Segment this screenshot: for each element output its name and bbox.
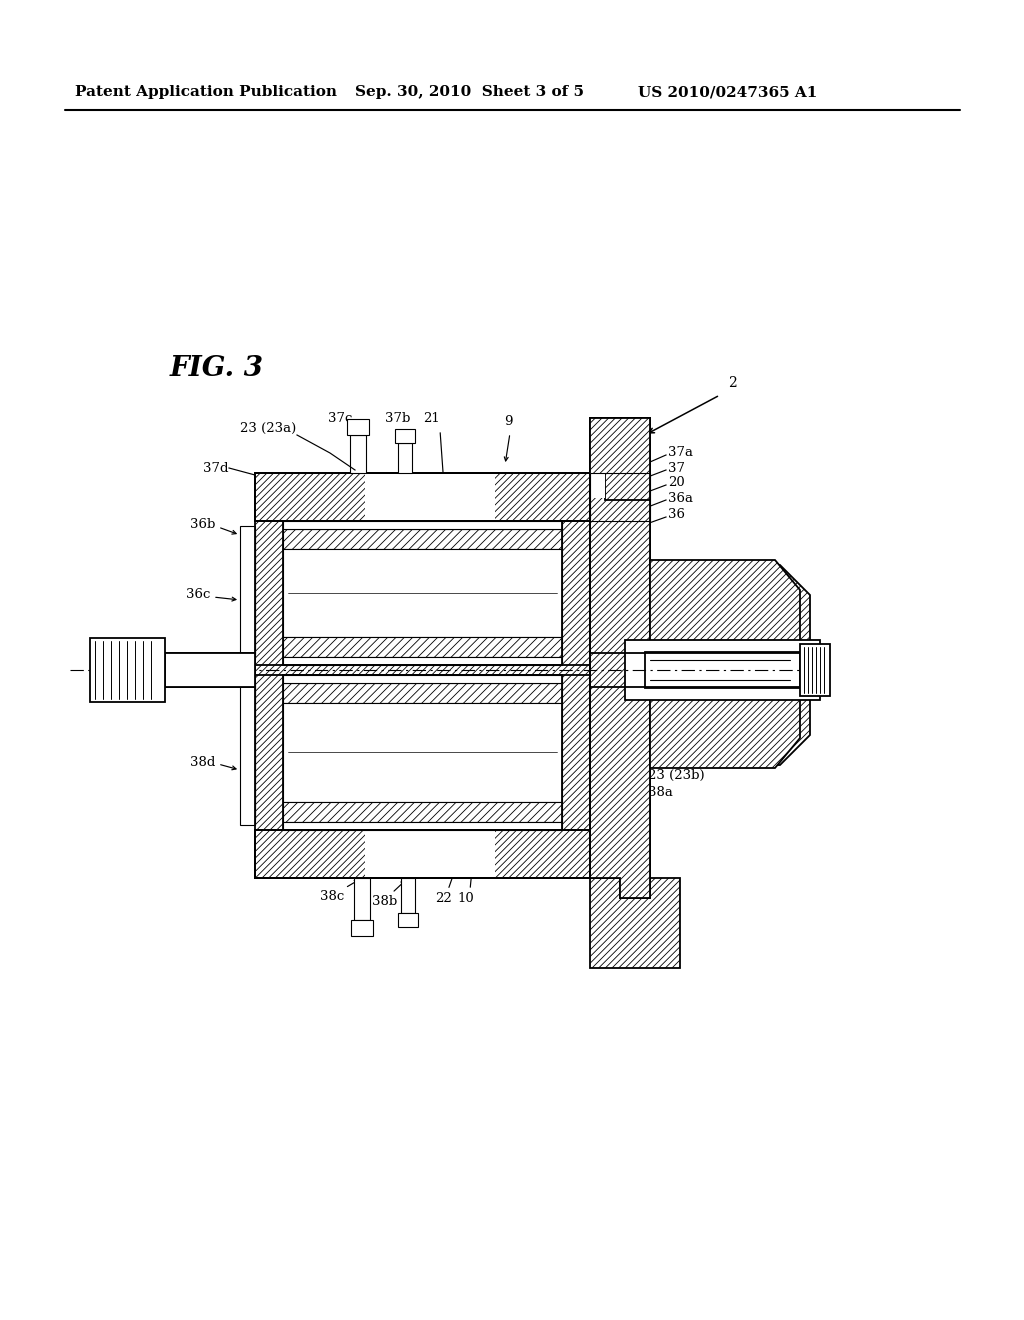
Text: 9: 9 (504, 414, 512, 428)
Polygon shape (650, 560, 800, 768)
Text: 38a: 38a (648, 787, 673, 800)
Bar (354, 878, 370, 920)
Bar (255, 830, 590, 878)
Polygon shape (590, 418, 650, 898)
Bar (283, 521, 562, 665)
Bar (240, 525, 255, 660)
Bar (255, 473, 365, 521)
Text: Patent Application Publication: Patent Application Publication (75, 84, 337, 99)
Bar (283, 822, 562, 830)
Text: 36b: 36b (189, 519, 215, 532)
Text: 36d: 36d (189, 672, 215, 685)
Bar (365, 473, 495, 521)
Bar (255, 830, 590, 878)
Bar (283, 675, 562, 830)
Bar (90, 638, 165, 702)
Bar (240, 680, 255, 825)
Text: 36c: 36c (185, 589, 210, 602)
Bar (590, 473, 605, 498)
Text: US 2010/0247365 A1: US 2010/0247365 A1 (638, 84, 817, 99)
Bar (398, 444, 412, 473)
Bar (255, 675, 283, 830)
Text: 38: 38 (648, 751, 665, 763)
Text: 38c: 38c (319, 890, 344, 903)
Bar (283, 704, 562, 803)
Text: 23 (23b): 23 (23b) (648, 768, 705, 781)
Text: 10: 10 (458, 892, 474, 906)
Bar (255, 665, 590, 675)
Text: 22: 22 (434, 892, 452, 906)
Bar (645, 652, 800, 688)
Polygon shape (630, 565, 810, 766)
Text: 38d: 38d (189, 755, 215, 768)
Bar (398, 913, 418, 927)
Text: II: II (609, 751, 621, 766)
Bar (590, 473, 650, 521)
Text: 37b: 37b (385, 412, 411, 425)
Bar (495, 830, 590, 878)
Bar (255, 830, 365, 878)
Bar (590, 498, 650, 878)
Text: Sep. 30, 2010  Sheet 3 of 5: Sep. 30, 2010 Sheet 3 of 5 (355, 84, 584, 99)
Bar (243, 531, 255, 655)
Text: 37a: 37a (668, 446, 693, 459)
Text: 36: 36 (668, 508, 685, 521)
Text: 38b: 38b (373, 895, 397, 908)
Bar (495, 473, 590, 521)
Bar (283, 675, 562, 682)
Bar (243, 685, 255, 820)
Bar (625, 640, 820, 700)
Bar (255, 665, 590, 675)
Bar (562, 521, 590, 665)
Bar (645, 649, 840, 690)
Bar (255, 521, 283, 665)
Bar (590, 418, 650, 498)
Bar (283, 638, 562, 657)
Bar (283, 529, 562, 549)
Bar (283, 549, 562, 638)
Text: FIG. 3: FIG. 3 (170, 355, 264, 381)
Bar (401, 878, 415, 913)
Text: 23 (23a): 23 (23a) (240, 422, 296, 436)
Text: 36a: 36a (668, 491, 693, 504)
Bar (347, 418, 369, 436)
Bar (562, 675, 590, 830)
Bar (351, 920, 373, 936)
Bar (283, 657, 562, 665)
Bar (395, 429, 415, 444)
Bar (590, 878, 680, 968)
Text: 20: 20 (668, 477, 685, 490)
Bar (165, 653, 255, 686)
Bar (255, 473, 590, 521)
Polygon shape (590, 418, 650, 898)
Bar (283, 682, 562, 704)
Bar (590, 500, 605, 540)
Text: 2: 2 (728, 376, 736, 389)
Bar (283, 521, 562, 529)
Bar (800, 644, 830, 696)
Bar (255, 473, 590, 521)
Text: 37c: 37c (328, 412, 352, 425)
Text: 21: 21 (424, 412, 440, 425)
Text: 37: 37 (668, 462, 685, 474)
Text: 37d: 37d (203, 462, 228, 474)
Bar (350, 436, 366, 473)
Bar (365, 830, 495, 878)
Polygon shape (590, 418, 650, 500)
Bar (283, 803, 562, 822)
